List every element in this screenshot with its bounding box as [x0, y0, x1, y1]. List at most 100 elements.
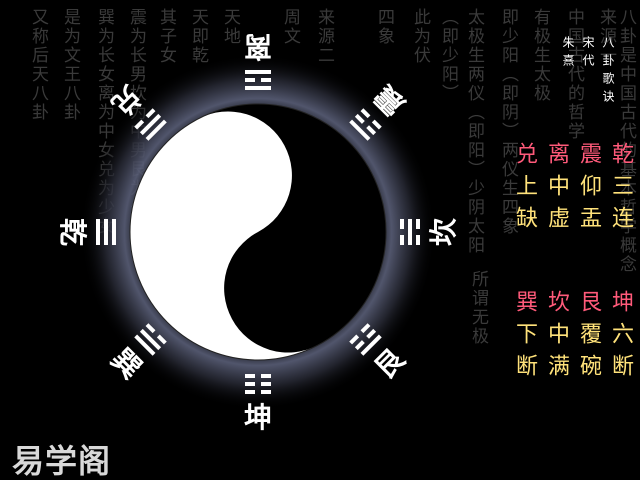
background-text-column: 所谓无极	[468, 270, 488, 346]
yin-line-segment	[371, 119, 382, 130]
background-text-column: 是为文王八卦	[60, 8, 80, 122]
background-text-column: 周文	[280, 8, 300, 46]
background-text-column: 来源一	[596, 8, 616, 65]
verse-trigram-name: 乾	[608, 142, 633, 174]
background-text-column: 来源二	[314, 8, 334, 65]
trigram-label: 离	[244, 30, 273, 63]
yin-line-segment	[245, 382, 255, 386]
verse-trigram-name: 坤	[608, 290, 633, 322]
trigram-巽	[134, 323, 167, 356]
verse-line: 坤六断	[604, 290, 636, 386]
yin-line-segment	[354, 340, 365, 351]
yang-line	[96, 219, 100, 245]
yang-line	[145, 119, 167, 141]
yin-line-segment	[400, 235, 404, 245]
yin-line-segment	[245, 374, 255, 378]
verse-description: 六断	[608, 322, 633, 386]
background-text-column: 八卦是中国古代的基本哲学概念	[616, 8, 636, 274]
background-text-column: 此为伏	[410, 8, 430, 65]
yin-line-segment	[134, 119, 145, 130]
yin-line-segment	[416, 219, 420, 229]
yin-line-segment	[366, 125, 377, 136]
background-text-column: 即少阳（即阴）两仪生四象	[498, 8, 518, 236]
yang-line	[408, 219, 412, 245]
verse-trigram-name: 艮	[576, 290, 601, 322]
yang-eye	[213, 161, 242, 190]
yin-line-segment	[145, 323, 156, 334]
verse-line: 震仰盂	[572, 142, 604, 238]
yang-line	[349, 119, 371, 141]
background-text-column: （即少阳）	[438, 8, 458, 103]
verse-line: 离中虚	[540, 142, 572, 238]
poem-dynasty: 宋代	[581, 36, 595, 72]
yang-line	[139, 113, 162, 136]
trigram-兑	[134, 108, 167, 141]
verse-description: 仰盂	[576, 174, 601, 238]
trigram-label: 乾	[56, 217, 90, 247]
trigram-坤	[245, 374, 271, 394]
poem-title: 八卦歌诀	[601, 36, 615, 108]
yin-half	[197, 104, 386, 353]
yin-line-segment	[360, 108, 371, 119]
yang-line	[134, 334, 156, 356]
verse-description: 中虚	[544, 174, 569, 238]
verse-description: 覆碗	[576, 322, 601, 386]
yang-line	[104, 219, 108, 245]
yin-line-segment	[245, 78, 255, 82]
background-text-column: 太极生两仪（即阳）少阴太阳	[464, 8, 484, 255]
verse-trigram-name: 震	[576, 142, 601, 174]
yang-line	[245, 70, 271, 74]
yin-eye	[274, 274, 303, 303]
yang-line	[139, 328, 162, 351]
yang-line	[112, 219, 116, 245]
yang-line	[360, 334, 382, 356]
yin-line-segment	[261, 374, 271, 378]
trigram-艮	[349, 323, 382, 356]
yin-line-segment	[416, 235, 420, 245]
trigram-乾	[96, 219, 116, 245]
verse-line: 兑上缺	[508, 142, 540, 238]
trigram-震	[349, 108, 382, 141]
poem-author: 朱熹	[561, 36, 575, 72]
taiji-symbol	[129, 103, 387, 361]
site-logo: 易学阁	[12, 442, 112, 480]
verse-trigram-name: 巽	[512, 290, 537, 322]
background-text-column: 又称后天八卦	[28, 8, 48, 122]
verse-trigram-name: 离	[544, 142, 569, 174]
verse-line: 坎中满	[540, 290, 572, 386]
yin-line-segment	[145, 108, 156, 119]
yin-line-segment	[261, 382, 271, 386]
verse-description: 下断	[512, 322, 537, 386]
yin-line-segment	[366, 328, 377, 339]
verse-line: 艮覆碗	[572, 290, 604, 386]
yin-line-segment	[400, 219, 404, 229]
verse-description: 三连	[608, 174, 633, 238]
verse-line: 乾三连	[604, 142, 636, 238]
verse-trigram-name: 兑	[512, 142, 537, 174]
background-text-column: 天即乾	[188, 8, 208, 65]
background-text-column: 中国古代的哲学	[564, 8, 584, 141]
trigram-ring	[96, 70, 420, 394]
yin-line-segment	[245, 390, 255, 394]
taiji-rim	[129, 103, 387, 361]
yin-line-segment	[156, 334, 167, 345]
verse-trigram-name: 坎	[544, 290, 569, 322]
yin-line-segment	[261, 78, 271, 82]
verse-description: 上缺	[512, 174, 537, 238]
trigram-label: 坎	[427, 217, 461, 247]
background-text-column: 有极生太极	[530, 8, 550, 103]
background-text-column: 天地	[220, 8, 240, 46]
yang-line	[245, 86, 271, 90]
verse-description: 中满	[544, 322, 569, 386]
background-text-column: 其子女	[156, 8, 176, 65]
background-text-column: 四象	[374, 8, 394, 46]
yin-line-segment	[354, 113, 365, 124]
trigram-label: 坤	[244, 401, 273, 434]
yin-line-segment	[261, 390, 271, 394]
yin-line-segment	[360, 323, 371, 334]
trigram-坎	[400, 219, 420, 245]
yin-line-segment	[349, 334, 360, 345]
verse-line: 巽下断	[508, 290, 540, 386]
